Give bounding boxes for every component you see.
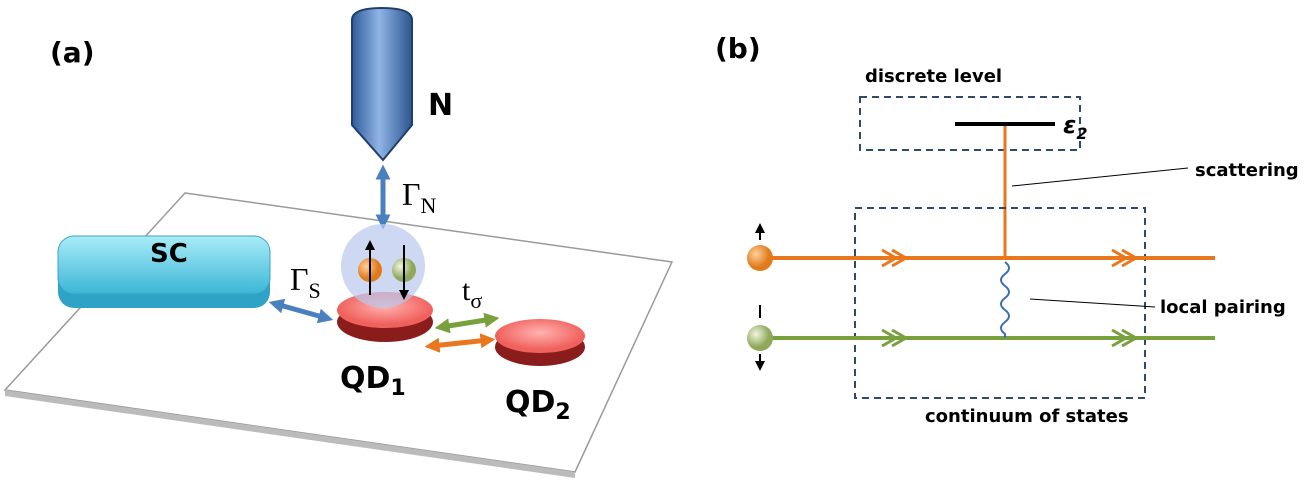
gamma-n-label: ΓN (402, 176, 437, 218)
chevrons (881, 248, 1140, 268)
sc-label: SC (150, 239, 188, 269)
continuum-label: continuum of states (925, 406, 1129, 427)
panel-b: (b) discrete level ε2 scattering local p… (715, 32, 1299, 427)
symbol: Γ (402, 176, 421, 212)
spin-up (747, 245, 773, 271)
qd1-label: QD1 (340, 361, 406, 401)
subscript: N (421, 193, 437, 218)
panel-a: (a) N ΓN SC ΓS tσ QD1 QD2 (3, 6, 674, 478)
t-arrow-orange (424, 333, 496, 353)
t-arrow-green (434, 312, 500, 334)
pairing-wave (1000, 261, 1010, 338)
substrate-edge (5, 390, 575, 478)
panel-label: (a) (50, 36, 95, 69)
subscript: 2 (1076, 124, 1087, 143)
t-sigma-label: tσ (462, 274, 482, 313)
tip (351, 6, 413, 162)
gamma-s-label: ΓS (290, 261, 321, 303)
panel-label: (b) (715, 32, 761, 65)
scattering-label: scattering (1195, 160, 1299, 181)
superconductor (57, 235, 271, 295)
local-pairing-label: local pairing (1160, 297, 1286, 318)
chevrons (881, 328, 1140, 348)
subscript: σ (470, 288, 482, 313)
discrete-box (859, 96, 1081, 151)
discrete-level-label: discrete level (865, 66, 1002, 87)
leader (1029, 298, 1156, 308)
epsilon-label: ε2 (1063, 111, 1088, 143)
symbol: ε (1063, 111, 1076, 139)
gamma-s-arrow (268, 298, 334, 324)
qd2-label: QD2 (505, 385, 571, 425)
symbol: QD (340, 361, 390, 396)
leader (1011, 167, 1189, 187)
symbol: t (462, 274, 471, 307)
subscript: 1 (390, 376, 405, 401)
qd2 (495, 319, 585, 353)
spin-down (747, 325, 773, 351)
tip-label: N (428, 88, 453, 123)
symbol: Γ (290, 261, 309, 297)
subscript: 2 (555, 400, 570, 425)
subscript: S (309, 278, 321, 303)
continuum-box (854, 207, 1146, 399)
symbol: QD (505, 385, 555, 420)
